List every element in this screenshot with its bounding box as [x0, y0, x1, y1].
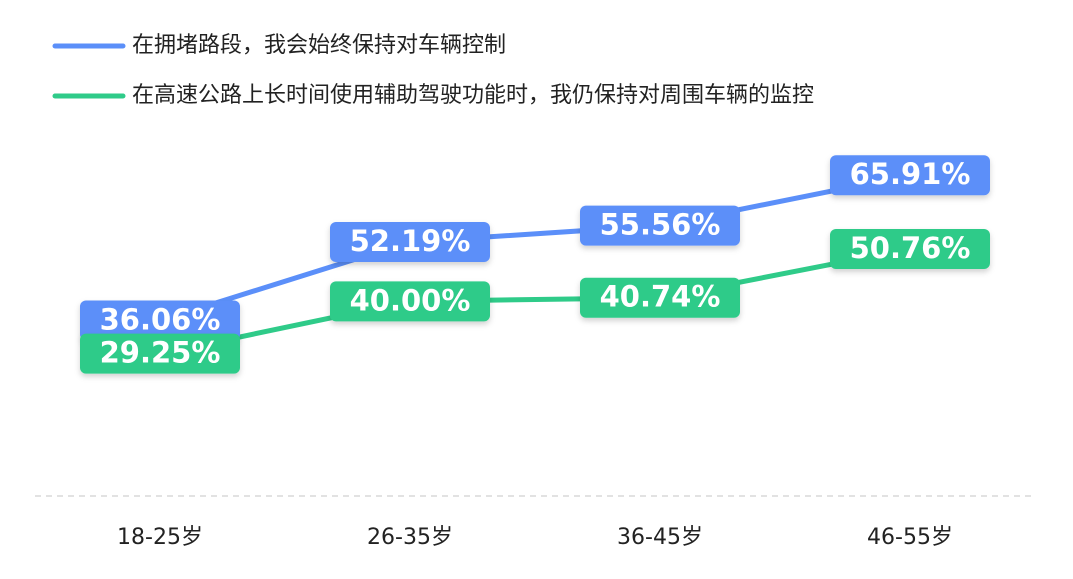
value-label-text: 50.76%: [850, 231, 971, 265]
value-label-text: 40.00%: [350, 283, 471, 317]
value-label-text: 36.06%: [100, 303, 221, 337]
value-label-box: [80, 333, 240, 374]
series-line: [159, 172, 911, 323]
value-label-box: [580, 205, 740, 246]
x-tick-label: 46-55岁: [867, 525, 953, 550]
value-label-box: [80, 300, 240, 341]
value-label-box: [330, 281, 490, 322]
value-label-text: 65.91%: [850, 157, 971, 191]
value-label-text: 52.19%: [350, 224, 471, 258]
value-label: 40.74%: [580, 277, 740, 318]
value-label: 52.19%: [330, 222, 490, 263]
value-label-text: 55.56%: [600, 208, 721, 242]
value-label: 36.06%: [80, 300, 240, 341]
value-label: 65.91%: [830, 155, 990, 196]
value-label: 29.25%: [80, 333, 240, 374]
x-tick-label: 18-25岁: [117, 525, 203, 550]
legend-label: 在高速公路上长时间使用辅助驾驶功能时，我仍保持对周围车辆的监控: [132, 83, 814, 108]
series-line: [159, 246, 911, 357]
value-label: 40.00%: [330, 281, 490, 322]
value-label: 50.76%: [830, 228, 990, 269]
x-tick-label: 26-35岁: [367, 525, 453, 550]
value-label-box: [830, 228, 990, 269]
value-label-box: [580, 277, 740, 318]
value-label-text: 40.74%: [600, 280, 721, 314]
value-label-box: [330, 222, 490, 263]
value-label-text: 29.25%: [100, 336, 221, 370]
value-label: 55.56%: [580, 205, 740, 246]
legend-label: 在拥堵路段，我会始终保持对车辆控制: [132, 33, 506, 58]
value-label-box: [830, 155, 990, 196]
x-tick-label: 36-45岁: [617, 525, 703, 550]
